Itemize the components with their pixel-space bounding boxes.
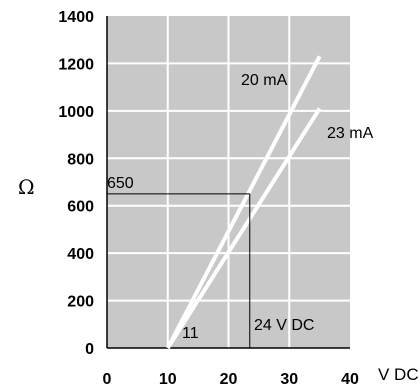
x-axis-title: V DC bbox=[378, 365, 419, 384]
series-label-20ma: 20 mA bbox=[241, 72, 288, 89]
x-intercept-label: 11 bbox=[182, 325, 199, 342]
y-axis-title: Ω bbox=[18, 175, 35, 199]
y-tick-label: 600 bbox=[67, 199, 94, 216]
grid-lines bbox=[106, 16, 350, 349]
reference-lines bbox=[107, 193, 251, 348]
y-tick-label: 0 bbox=[85, 341, 94, 358]
data-series bbox=[165, 55, 322, 350]
y-tick-label: 400 bbox=[67, 246, 94, 263]
x-reference-label: 24 V DC bbox=[254, 317, 314, 334]
x-tick-label: 10 bbox=[159, 371, 177, 388]
y-tick-label: 1000 bbox=[58, 104, 94, 121]
x-tick-labels: 0 10 20 30 40 bbox=[103, 371, 359, 388]
y-tick-label: 200 bbox=[67, 294, 94, 311]
y-reference-label: 650 bbox=[107, 175, 134, 192]
y-tick-labels: 0 200 400 600 800 1000 1200 1400 bbox=[58, 9, 94, 358]
y-tick-label: 1200 bbox=[58, 56, 94, 73]
series-line-23ma bbox=[166, 107, 322, 350]
x-tick-label: 20 bbox=[220, 371, 238, 388]
y-tick-label: 1400 bbox=[58, 9, 94, 26]
series-line-20ma bbox=[165, 55, 322, 349]
x-tick-label: 30 bbox=[280, 371, 298, 388]
x-tick-label: 0 bbox=[103, 371, 112, 388]
series-label-23ma: 23 mA bbox=[327, 125, 374, 142]
y-tick-label: 800 bbox=[67, 151, 94, 168]
x-tick-label: 40 bbox=[341, 371, 359, 388]
